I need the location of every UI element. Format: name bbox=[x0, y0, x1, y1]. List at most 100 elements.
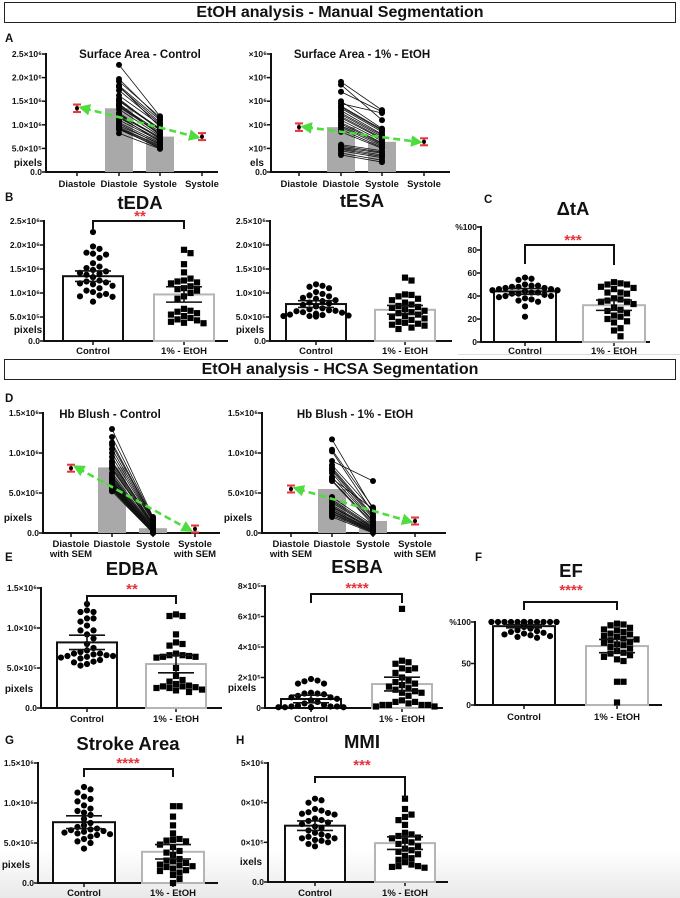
trend-arrow bbox=[292, 485, 414, 525]
data-point-etoh bbox=[193, 317, 201, 324]
data-point-control bbox=[83, 615, 91, 622]
section-header-manual-segmentation: EtOH analysis - Manual Segmentation bbox=[4, 2, 676, 23]
data-point-control bbox=[106, 831, 114, 838]
data-point-etoh bbox=[180, 319, 188, 326]
trend-arrow bbox=[300, 122, 423, 147]
data-point-control bbox=[293, 308, 300, 315]
data-point-etoh bbox=[613, 620, 621, 627]
data-point-control bbox=[298, 810, 306, 817]
data-point-etoh bbox=[156, 867, 164, 875]
x-category-label: Systole bbox=[398, 539, 432, 550]
data-point-systole bbox=[150, 530, 156, 536]
mean-point bbox=[289, 487, 293, 491]
mean-sem-marker bbox=[420, 137, 428, 147]
data-point-control bbox=[553, 618, 560, 626]
mean-sem-marker bbox=[191, 524, 199, 534]
data-point-etoh bbox=[176, 803, 183, 810]
data-point-etoh bbox=[172, 680, 180, 688]
data-point-control bbox=[320, 680, 328, 687]
data-point-control bbox=[312, 288, 320, 296]
data-point-etoh bbox=[185, 682, 193, 689]
data-point-etoh bbox=[401, 274, 409, 281]
data-point-control bbox=[305, 799, 312, 806]
y-axis-label: pixels bbox=[5, 684, 34, 695]
significance-bracket bbox=[86, 595, 177, 604]
section-header-manual-text: EtOH analysis - Manual Segmentation bbox=[196, 3, 484, 21]
mean-point bbox=[193, 527, 197, 531]
data-point-control bbox=[324, 809, 332, 817]
data-point-etoh bbox=[623, 281, 631, 288]
significance-label: **** bbox=[559, 582, 583, 599]
paired-line bbox=[340, 154, 383, 163]
data-point-etoh bbox=[408, 309, 415, 316]
data-point-etoh bbox=[620, 678, 627, 685]
data-point-control bbox=[319, 290, 326, 298]
data-point-diastole bbox=[109, 426, 115, 432]
y-tick-label: 1.5×10⁶ bbox=[236, 264, 266, 274]
x-category-label: Systole bbox=[143, 179, 177, 190]
data-point-control bbox=[521, 281, 529, 288]
significance-bracket bbox=[83, 768, 174, 777]
data-point-control bbox=[306, 292, 313, 299]
x-category-label: Diastole bbox=[59, 179, 96, 190]
data-point-control bbox=[521, 313, 529, 320]
y-tick-label: 5.0×10⁵ bbox=[9, 488, 39, 498]
data-point-etoh bbox=[424, 701, 432, 709]
data-point-control bbox=[87, 839, 94, 847]
data-point-etoh bbox=[408, 855, 415, 862]
y-tick-label: 1.0×10⁶ bbox=[9, 448, 39, 458]
data-point-etoh bbox=[153, 654, 160, 661]
y-tick-label: 0×10⁶ bbox=[241, 798, 264, 808]
data-point-control bbox=[515, 297, 522, 304]
x-category-label: with SEM bbox=[49, 549, 92, 560]
data-point-etoh bbox=[388, 835, 396, 842]
mean-sem-marker bbox=[67, 463, 75, 473]
data-point-etoh bbox=[395, 863, 402, 870]
error-bar bbox=[166, 285, 202, 303]
data-point-control bbox=[311, 805, 319, 813]
data-point-etoh bbox=[401, 805, 409, 813]
data-point-control bbox=[76, 293, 84, 300]
y-tick-label: 0 bbox=[466, 700, 471, 710]
data-point-control bbox=[90, 651, 97, 658]
data-point-etoh bbox=[607, 637, 614, 644]
data-point-systole bbox=[370, 530, 376, 536]
x-category-label: Control bbox=[299, 346, 333, 357]
data-point-etoh bbox=[169, 836, 177, 843]
data-point-etoh bbox=[166, 642, 173, 649]
y-tick-label: 0 bbox=[472, 337, 477, 347]
data-point-control bbox=[89, 298, 97, 305]
error-bar bbox=[75, 270, 111, 283]
data-point-control bbox=[61, 829, 68, 836]
data-point-etoh bbox=[159, 653, 167, 660]
data-point-etoh bbox=[607, 650, 614, 657]
data-point-control bbox=[541, 284, 548, 292]
data-point-control bbox=[507, 628, 515, 636]
x-category-label: Systole bbox=[136, 539, 170, 550]
y-axis-label: pixels bbox=[228, 683, 257, 694]
data-point-control bbox=[521, 303, 529, 310]
data-point-control bbox=[298, 835, 306, 842]
data-point-control bbox=[70, 650, 78, 657]
data-point-control bbox=[301, 678, 308, 685]
x-category-label: 1% - EtOH bbox=[153, 714, 199, 725]
y-tick-label: 5×10⁶ bbox=[241, 758, 264, 768]
x-category-label: Diastole bbox=[323, 179, 360, 190]
error-bar bbox=[69, 634, 105, 651]
data-point-etoh bbox=[388, 863, 396, 871]
data-point-control bbox=[299, 301, 307, 309]
y-tick-label: 50 bbox=[462, 659, 472, 669]
paired-line bbox=[340, 81, 383, 111]
data-point-diastole bbox=[338, 152, 344, 159]
data-point-control bbox=[80, 793, 88, 800]
data-point-control bbox=[80, 802, 88, 809]
y-tick-label: 5.0×10⁵ bbox=[236, 312, 266, 322]
data-point-etoh bbox=[401, 859, 409, 866]
data-point-etoh bbox=[405, 685, 412, 692]
data-point-etoh bbox=[617, 325, 624, 332]
data-point-etoh bbox=[176, 869, 183, 876]
x-category-label: 1% - EtOH bbox=[594, 712, 640, 723]
data-point-etoh bbox=[176, 862, 183, 869]
data-point-control bbox=[96, 270, 103, 277]
data-point-etoh bbox=[401, 795, 409, 802]
